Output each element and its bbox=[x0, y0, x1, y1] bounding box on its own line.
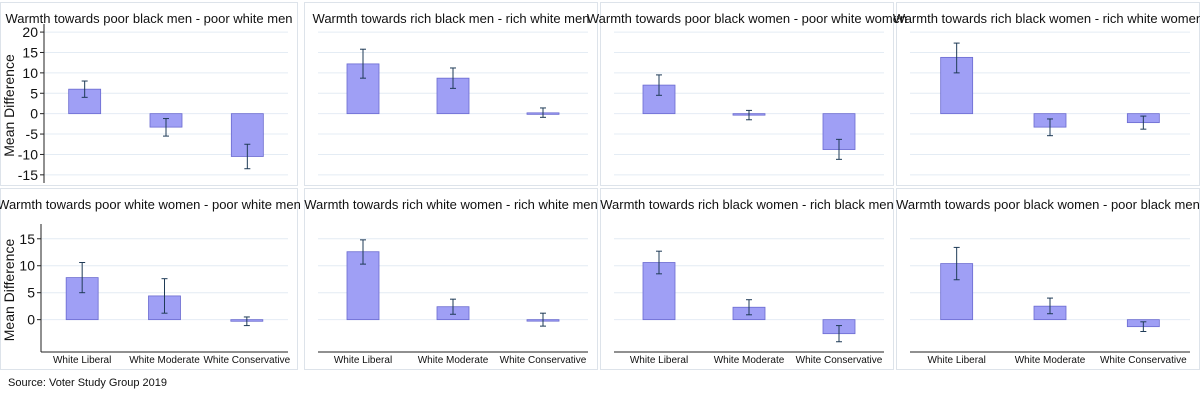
x-tick-label: White Moderate bbox=[714, 355, 785, 366]
y-tick-label: -5 bbox=[26, 126, 39, 142]
error-bar-1 bbox=[81, 80, 88, 98]
panel-2: Warmth towards rich black men - rich whi… bbox=[304, 2, 598, 186]
y-tick-label: 20 bbox=[22, 24, 38, 40]
bar-1 bbox=[940, 56, 974, 115]
x-tick-label: White Moderate bbox=[129, 355, 200, 366]
x-tick-label: White Moderate bbox=[1015, 355, 1086, 366]
panel-border bbox=[600, 188, 894, 370]
panel-border bbox=[0, 188, 298, 370]
error-bar-3 bbox=[1140, 321, 1147, 333]
y-axis-label: Mean Difference bbox=[1, 54, 17, 157]
error-bar-3 bbox=[540, 107, 546, 118]
panel-border bbox=[304, 188, 598, 370]
y-tick-label: 5 bbox=[27, 285, 35, 301]
x-tick-label: White Liberal bbox=[53, 355, 111, 366]
panel-title: Warmth towards rich black men - rich whi… bbox=[313, 11, 590, 26]
y-tick-label: 10 bbox=[19, 258, 35, 274]
x-tick-label: White Conservative bbox=[203, 355, 290, 366]
x-tick-label: White Conservative bbox=[796, 355, 883, 366]
panel-title: Warmth towards poor white women - poor w… bbox=[0, 197, 301, 212]
y-tick-label: 15 bbox=[19, 231, 35, 247]
error-bar-2 bbox=[746, 109, 752, 121]
x-tick-label: White Moderate bbox=[418, 355, 489, 366]
panel-border bbox=[0, 2, 298, 186]
y-tick-label: 5 bbox=[30, 85, 38, 101]
panel-4: Warmth towards rich black women - rich w… bbox=[893, 2, 1200, 186]
error-bar-3 bbox=[540, 312, 546, 327]
error-bar-1 bbox=[953, 246, 960, 281]
panel-6: Warmth towards rich white women - rich w… bbox=[304, 188, 598, 370]
error-bar-1 bbox=[953, 42, 960, 74]
error-bar-2 bbox=[1047, 297, 1053, 315]
error-bar-3 bbox=[244, 143, 251, 170]
error-bar-2 bbox=[161, 278, 168, 314]
y-tick-label: 15 bbox=[22, 44, 38, 60]
error-bar-1 bbox=[656, 250, 662, 275]
panel-title: Warmth towards rich black women - rich w… bbox=[893, 11, 1200, 26]
error-bar-2 bbox=[746, 299, 752, 316]
panel-title: Warmth towards poor black women - poor w… bbox=[587, 11, 907, 26]
error-bar-1 bbox=[656, 74, 662, 96]
panel-title: Warmth towards rich black women - rich b… bbox=[600, 197, 894, 212]
panel-8: Warmth towards poor black women - poor b… bbox=[896, 188, 1200, 370]
y-tick-label: 10 bbox=[22, 65, 38, 81]
error-bar-3 bbox=[836, 325, 842, 343]
y-tick-label: -15 bbox=[18, 167, 38, 183]
error-bar-1 bbox=[360, 239, 366, 265]
error-bar-2 bbox=[450, 298, 456, 315]
y-tick-label: 0 bbox=[27, 312, 35, 328]
error-bar-2 bbox=[163, 118, 169, 137]
error-bar-1 bbox=[79, 262, 86, 294]
x-tick-label: White Conservative bbox=[500, 355, 587, 366]
error-bar-2 bbox=[1047, 118, 1053, 137]
x-tick-label: White Conservative bbox=[1100, 355, 1187, 366]
error-bar-3 bbox=[243, 316, 250, 327]
y-axis-label: Mean Difference bbox=[1, 239, 17, 342]
panel-title: Warmth towards rich white women - rich w… bbox=[304, 197, 598, 212]
error-bar-3 bbox=[1140, 115, 1147, 130]
panel-border bbox=[304, 2, 598, 186]
x-tick-label: White Liberal bbox=[927, 355, 985, 366]
x-tick-label: White Liberal bbox=[630, 355, 688, 366]
y-tick-label: 0 bbox=[30, 106, 38, 122]
panel-1: Warmth towards poor black men - poor whi… bbox=[0, 2, 298, 186]
error-bar-2 bbox=[450, 67, 456, 89]
panel-7: Warmth towards rich black women - rich b… bbox=[600, 188, 894, 370]
y-tick-label: -10 bbox=[18, 146, 38, 162]
panel-3: Warmth towards poor black women - poor w… bbox=[587, 2, 907, 186]
x-tick-label: White Liberal bbox=[334, 355, 392, 366]
panel-title: Warmth towards poor black women - poor b… bbox=[896, 197, 1200, 212]
error-bar-1 bbox=[360, 48, 366, 79]
source-note: Source: Voter Study Group 2019 bbox=[8, 377, 167, 389]
error-bar-3 bbox=[836, 138, 842, 160]
panel-5: Warmth towards poor white women - poor w… bbox=[0, 188, 301, 370]
panel-border bbox=[600, 2, 894, 186]
panel-title: Warmth towards poor black men - poor whi… bbox=[5, 11, 292, 26]
